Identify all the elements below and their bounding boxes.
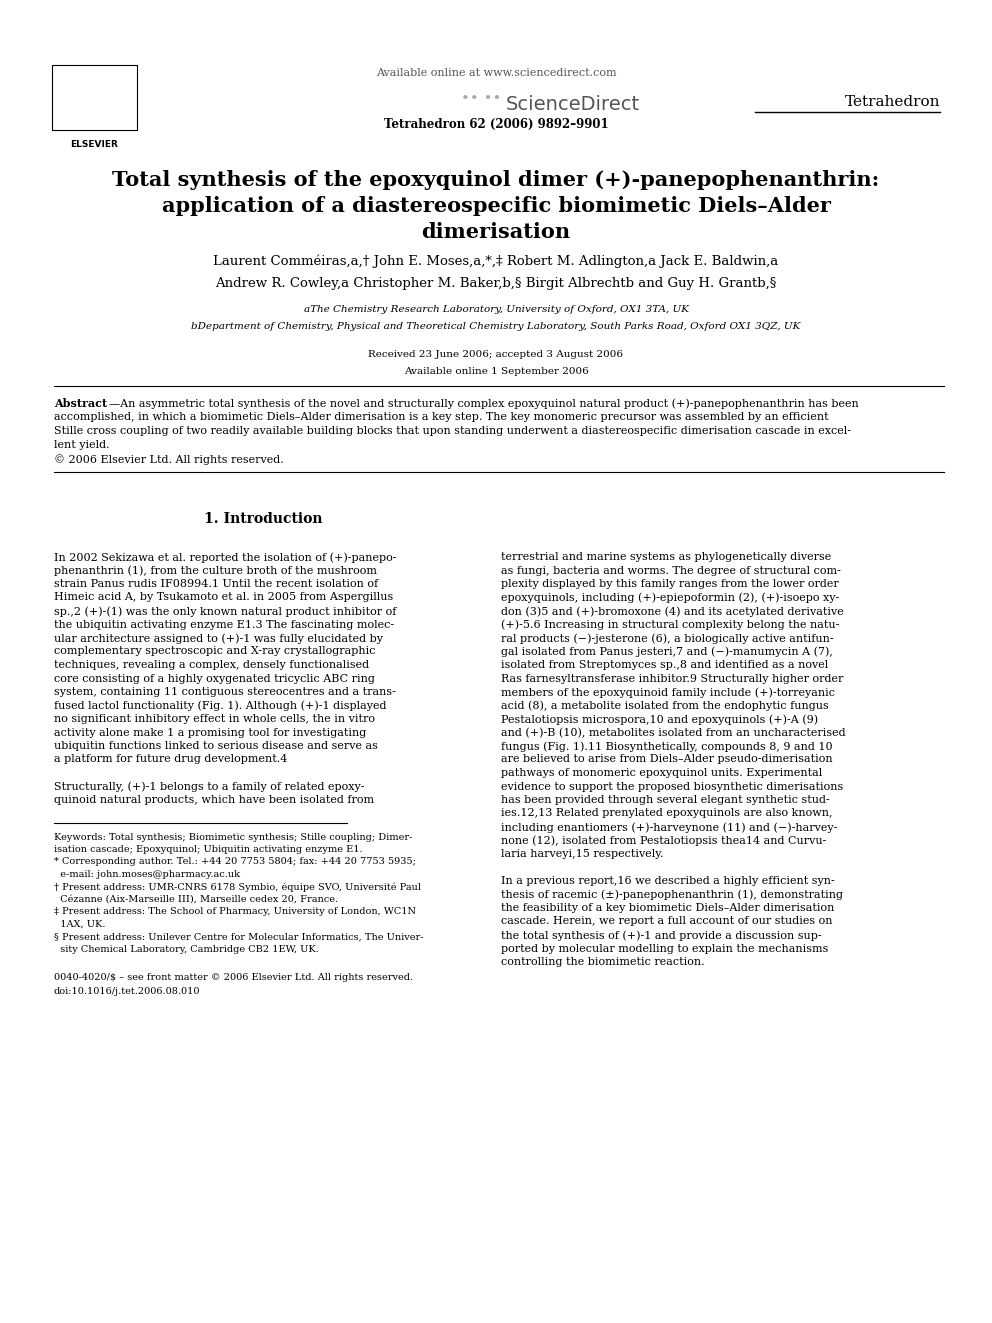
Text: ular architecture assigned to (+)-1 was fully elucidated by: ular architecture assigned to (+)-1 was … [54, 632, 383, 643]
Text: † Present address: UMR-CNRS 6178 Symbio, équipe SVO, Université Paul: † Present address: UMR-CNRS 6178 Symbio,… [54, 882, 421, 892]
Text: accomplished, in which a biomimetic Diels–Alder dimerisation is a key step. The : accomplished, in which a biomimetic Diel… [54, 411, 828, 422]
Text: Pestalotiopsis microspora,10 and epoxyquinols (+)-A (9): Pestalotiopsis microspora,10 and epoxyqu… [501, 714, 818, 725]
Text: Himeic acid A, by Tsukamoto et al. in 2005 from Aspergillus: Himeic acid A, by Tsukamoto et al. in 20… [54, 593, 393, 602]
Text: activity alone make 1 a promising tool for investigating: activity alone make 1 a promising tool f… [54, 728, 366, 737]
Text: laria harveyi,15 respectively.: laria harveyi,15 respectively. [501, 849, 664, 859]
Text: the feasibility of a key biomimetic Diels–Alder dimerisation: the feasibility of a key biomimetic Diel… [501, 904, 834, 913]
Text: evidence to support the proposed biosynthetic dimerisations: evidence to support the proposed biosynt… [501, 782, 843, 791]
Text: isation cascade; Epoxyquinol; Ubiquitin activating enzyme E1.: isation cascade; Epoxyquinol; Ubiquitin … [54, 845, 363, 855]
Text: quinoid natural products, which have been isolated from: quinoid natural products, which have bee… [54, 795, 374, 804]
Text: pathways of monomeric epoxyquinol units. Experimental: pathways of monomeric epoxyquinol units.… [501, 767, 822, 778]
Text: 0040-4020/$ – see front matter © 2006 Elsevier Ltd. All rights reserved.: 0040-4020/$ – see front matter © 2006 El… [54, 974, 413, 983]
Text: Structurally, (+)-1 belongs to a family of related epoxy-: Structurally, (+)-1 belongs to a family … [54, 782, 364, 792]
Text: core consisting of a highly oxygenated tricyclic ABC ring: core consisting of a highly oxygenated t… [54, 673, 375, 684]
Text: gal isolated from Panus jesteri,7 and (−)-manumycin A (7),: gal isolated from Panus jesteri,7 and (−… [501, 647, 833, 658]
Text: bDepartment of Chemistry, Physical and Theoretical Chemistry Laboratory, South P: bDepartment of Chemistry, Physical and T… [191, 321, 801, 331]
Text: epoxyquinols, including (+)-epiepoformin (2), (+)-isoepo xy-: epoxyquinols, including (+)-epiepoformin… [501, 593, 839, 603]
Text: the ubiquitin activating enzyme E1.3 The fascinating molec-: the ubiquitin activating enzyme E1.3 The… [54, 619, 394, 630]
Text: cascade. Herein, we report a full account of our studies on: cascade. Herein, we report a full accoun… [501, 917, 832, 926]
Text: e-mail: john.moses@pharmacy.ac.uk: e-mail: john.moses@pharmacy.ac.uk [54, 871, 240, 878]
Text: members of the epoxyquinoid family include (+)-torreyanic: members of the epoxyquinoid family inclu… [501, 687, 835, 697]
Text: Total synthesis of the epoxyquinol dimer (+)-panepophenanthrin:: Total synthesis of the epoxyquinol dimer… [112, 169, 880, 191]
Text: ported by molecular modelling to explain the mechanisms: ported by molecular modelling to explain… [501, 943, 828, 954]
Text: application of a diastereospecific biomimetic Diels–Alder: application of a diastereospecific biomi… [162, 196, 830, 216]
Text: ral products (−)-jesterone (6), a biologically active antifun-: ral products (−)-jesterone (6), a biolog… [501, 632, 833, 643]
Text: Available online 1 September 2006: Available online 1 September 2006 [404, 366, 588, 376]
Text: and (+)-B (10), metabolites isolated from an uncharacterised: and (+)-B (10), metabolites isolated fro… [501, 728, 845, 738]
Text: are believed to arise from Diels–Alder pseudo-dimerisation: are believed to arise from Diels–Alder p… [501, 754, 832, 765]
Text: sity Chemical Laboratory, Cambridge CB2 1EW, UK.: sity Chemical Laboratory, Cambridge CB2 … [54, 945, 318, 954]
Text: complementary spectroscopic and X-ray crystallographic: complementary spectroscopic and X-ray cr… [54, 647, 376, 656]
Text: don (3)5 and (+)-bromoxone (4) and its acetylated derivative: don (3)5 and (+)-bromoxone (4) and its a… [501, 606, 844, 617]
Text: Received 23 June 2006; accepted 3 August 2006: Received 23 June 2006; accepted 3 August… [368, 351, 624, 359]
Text: sp.,2 (+)-(1) was the only known natural product inhibitor of: sp.,2 (+)-(1) was the only known natural… [54, 606, 397, 617]
Text: ScienceDirect: ScienceDirect [506, 95, 640, 114]
Text: 1. Introduction: 1. Introduction [203, 512, 322, 527]
Text: no significant inhibitory effect in whole cells, the in vitro: no significant inhibitory effect in whol… [54, 714, 375, 724]
Text: phenanthrin (1), from the culture broth of the mushroom: phenanthrin (1), from the culture broth … [54, 565, 377, 576]
Text: none (12), isolated from Pestalotiopsis thea14 and Curvu-: none (12), isolated from Pestalotiopsis … [501, 836, 826, 847]
Text: § Present address: Unilever Centre for Molecular Informatics, The Univer-: § Present address: Unilever Centre for M… [54, 933, 424, 942]
Text: isolated from Streptomyces sp.,8 and identified as a novel: isolated from Streptomyces sp.,8 and ide… [501, 660, 828, 669]
Text: strain Panus rudis IF08994.1 Until the recent isolation of: strain Panus rudis IF08994.1 Until the r… [54, 579, 378, 589]
Text: (+)-5.6 Increasing in structural complexity belong the natu-: (+)-5.6 Increasing in structural complex… [501, 619, 839, 630]
Text: Ras farnesyltransferase inhibitor.9 Structurally higher order: Ras farnesyltransferase inhibitor.9 Stru… [501, 673, 843, 684]
Text: ubiquitin functions linked to serious disease and serve as: ubiquitin functions linked to serious di… [54, 741, 378, 751]
Text: thesis of racemic (±)-panepophenanthrin (1), demonstrating: thesis of racemic (±)-panepophenanthrin … [501, 889, 843, 900]
Text: system, containing 11 contiguous stereocentres and a trans-: system, containing 11 contiguous stereoc… [54, 687, 396, 697]
Text: Stille cross coupling of two readily available building blocks that upon standin: Stille cross coupling of two readily ava… [54, 426, 851, 437]
Text: including enantiomers (+)-harveynone (11) and (−)-harvey-: including enantiomers (+)-harveynone (11… [501, 822, 837, 832]
Text: techniques, revealing a complex, densely functionalised: techniques, revealing a complex, densely… [54, 660, 369, 669]
Text: the total synthesis of (+)-1 and provide a discussion sup-: the total synthesis of (+)-1 and provide… [501, 930, 821, 941]
Text: controlling the biomimetic reaction.: controlling the biomimetic reaction. [501, 957, 704, 967]
Text: Keywords: Total synthesis; Biomimetic synthesis; Stille coupling; Dimer-: Keywords: Total synthesis; Biomimetic sy… [54, 832, 413, 841]
Text: terrestrial and marine systems as phylogenetically diverse: terrestrial and marine systems as phylog… [501, 552, 831, 562]
Text: In a previous report,16 we described a highly efficient syn-: In a previous report,16 we described a h… [501, 876, 834, 886]
Text: Cézanne (Aix-Marseille III), Marseille cedex 20, France.: Cézanne (Aix-Marseille III), Marseille c… [54, 894, 338, 904]
Text: ELSEVIER: ELSEVIER [70, 140, 118, 149]
Text: ‡ Present address: The School of Pharmacy, University of London, WC1N: ‡ Present address: The School of Pharmac… [54, 908, 416, 917]
Text: Available online at www.sciencedirect.com: Available online at www.sciencedirect.co… [376, 67, 616, 78]
Text: fungus (Fig. 1).11 Biosynthetically, compounds 8, 9 and 10: fungus (Fig. 1).11 Biosynthetically, com… [501, 741, 832, 751]
Text: doi:10.1016/j.tet.2006.08.010: doi:10.1016/j.tet.2006.08.010 [54, 987, 200, 995]
Text: fused lactol functionality (Fig. 1). Although (+)-1 displayed: fused lactol functionality (Fig. 1). Alt… [54, 700, 387, 710]
Text: * Corresponding author. Tel.: +44 20 7753 5804; fax: +44 20 7753 5935;: * Corresponding author. Tel.: +44 20 775… [54, 857, 416, 867]
Text: Abstract: Abstract [54, 398, 107, 409]
Text: acid (8), a metabolite isolated from the endophytic fungus: acid (8), a metabolite isolated from the… [501, 700, 828, 710]
Text: as fungi, bacteria and worms. The degree of structural com-: as fungi, bacteria and worms. The degree… [501, 565, 841, 576]
Text: Andrew R. Cowley,a Christopher M. Baker,b,§ Birgit Albrechtb and Guy H. Grantb,§: Andrew R. Cowley,a Christopher M. Baker,… [215, 277, 777, 290]
Text: Tetrahedron 62 (2006) 9892–9901: Tetrahedron 62 (2006) 9892–9901 [384, 118, 608, 131]
Text: ies.12,13 Related prenylated epoxyquinols are also known,: ies.12,13 Related prenylated epoxyquinol… [501, 808, 832, 819]
Text: —An asymmetric total synthesis of the novel and structurally complex epoxyquinol: —An asymmetric total synthesis of the no… [109, 398, 859, 409]
Text: Laurent Comméiras,a,† John E. Moses,a,*,‡ Robert M. Adlington,a Jack E. Baldwin,: Laurent Comméiras,a,† John E. Moses,a,*,… [213, 255, 779, 269]
Text: has been provided through several elegant synthetic stud-: has been provided through several elegan… [501, 795, 829, 804]
Text: In 2002 Sekizawa et al. reported the isolation of (+)-panepo-: In 2002 Sekizawa et al. reported the iso… [54, 552, 397, 562]
Text: © 2006 Elsevier Ltd. All rights reserved.: © 2006 Elsevier Ltd. All rights reserved… [54, 454, 284, 464]
Bar [52, 65, 137, 130]
Text: aThe Chemistry Research Laboratory, University of Oxford, OX1 3TA, UK: aThe Chemistry Research Laboratory, Univ… [304, 306, 688, 314]
Text: lent yield.: lent yield. [54, 441, 110, 450]
Text: a platform for future drug development.4: a platform for future drug development.4 [54, 754, 288, 765]
Text: •• ••: •• •• [461, 93, 501, 106]
Text: Tetrahedron: Tetrahedron [844, 95, 940, 108]
Text: 1AX, UK.: 1AX, UK. [54, 919, 105, 929]
Text: plexity displayed by this family ranges from the lower order: plexity displayed by this family ranges … [501, 579, 838, 589]
Text: dimerisation: dimerisation [422, 222, 570, 242]
